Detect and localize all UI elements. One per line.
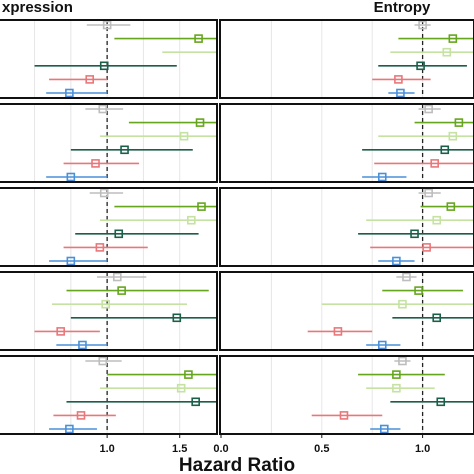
- panel-border: [0, 355, 218, 435]
- panel-border: [0, 19, 218, 99]
- x-tick-label: 1.0: [99, 443, 114, 455]
- hr-point: [117, 286, 126, 295]
- hr-point: [424, 104, 433, 114]
- panel-1-row-2: [219, 187, 474, 267]
- hr-point: [194, 34, 203, 43]
- hr-point: [392, 383, 401, 393]
- hr-point: [197, 202, 206, 211]
- panel-0-row-1: [0, 103, 218, 183]
- hr-point: [99, 188, 109, 198]
- panel-1-row-0: [219, 19, 474, 99]
- hr-point: [432, 313, 442, 323]
- panel-border: [219, 271, 474, 351]
- hr-point: [98, 356, 108, 366]
- hr-point: [436, 397, 446, 407]
- hr-point: [66, 256, 76, 266]
- panel-border: [0, 187, 218, 267]
- hr-point: [448, 34, 458, 43]
- hr-point: [195, 118, 205, 127]
- hr-point: [446, 202, 456, 211]
- hr-point: [448, 131, 458, 141]
- hr-point: [394, 75, 403, 84]
- hr-point: [416, 61, 425, 71]
- hr-point: [418, 20, 427, 30]
- x-tick-label: 1.5: [172, 443, 187, 455]
- hr-point: [392, 370, 401, 379]
- hr-point: [377, 172, 387, 182]
- hr-point: [440, 145, 450, 155]
- hr-point: [102, 20, 112, 30]
- hr-point: [120, 145, 129, 155]
- panel-1-row-3: [219, 271, 474, 351]
- x-tick-label: 0.0: [213, 443, 228, 455]
- panel-title-entropy: Entropy: [374, 0, 431, 16]
- hr-point: [398, 299, 407, 309]
- x-axis-title: Hazard Ratio: [179, 455, 295, 474]
- panel-1-row-4: [219, 355, 474, 435]
- hr-point: [454, 118, 464, 127]
- plot-area: 1.0 1.5 0.0 0.5 1.0: [0, 19, 474, 455]
- hr-point: [99, 61, 109, 71]
- hr-point: [76, 411, 86, 420]
- hr-point: [56, 327, 65, 336]
- hr-point: [114, 229, 124, 239]
- hr-point: [187, 215, 196, 225]
- hr-point: [179, 131, 189, 141]
- hr-point: [101, 299, 110, 309]
- hr-point: [396, 88, 405, 98]
- panel-border: [219, 187, 474, 267]
- hr-point: [339, 411, 349, 420]
- hr-point: [410, 229, 419, 239]
- hr-point: [333, 327, 343, 336]
- hr-point: [442, 47, 452, 57]
- hr-point: [91, 159, 100, 168]
- hr-point: [379, 424, 389, 434]
- x-tick-label: 0.5: [314, 443, 329, 455]
- hr-point: [402, 272, 411, 282]
- hr-point: [398, 356, 407, 366]
- hr-point: [66, 172, 76, 182]
- hr-point: [422, 243, 431, 252]
- panel-title-expression: xpression: [2, 0, 73, 16]
- hr-point: [432, 215, 442, 225]
- hr-point: [98, 104, 108, 114]
- panel-0-row-2: [0, 187, 218, 267]
- hr-point: [414, 286, 423, 295]
- hr-point: [65, 424, 74, 434]
- panel-0-row-3: [0, 271, 218, 351]
- panel-border: [0, 103, 218, 183]
- hr-point: [191, 397, 200, 407]
- hr-point: [95, 243, 105, 252]
- hr-point: [392, 256, 401, 266]
- panel-0-row-0: [0, 19, 218, 99]
- hr-point: [78, 340, 87, 350]
- hr-point: [377, 340, 387, 350]
- panel-0-row-4: [0, 355, 218, 435]
- hr-point: [85, 75, 95, 84]
- hr-point: [172, 313, 182, 323]
- hr-point: [112, 272, 122, 282]
- panel-border: [219, 103, 474, 183]
- x-tick-label: 1.0: [415, 443, 430, 455]
- hr-point: [184, 370, 193, 379]
- panel-border: [0, 271, 218, 351]
- hr-point: [176, 383, 186, 393]
- hr-point: [65, 88, 74, 98]
- hr-point: [424, 188, 433, 198]
- panel-1-row-1: [219, 103, 474, 183]
- panel-border: [219, 355, 474, 435]
- panel-border: [219, 19, 474, 99]
- hr-point: [430, 159, 439, 168]
